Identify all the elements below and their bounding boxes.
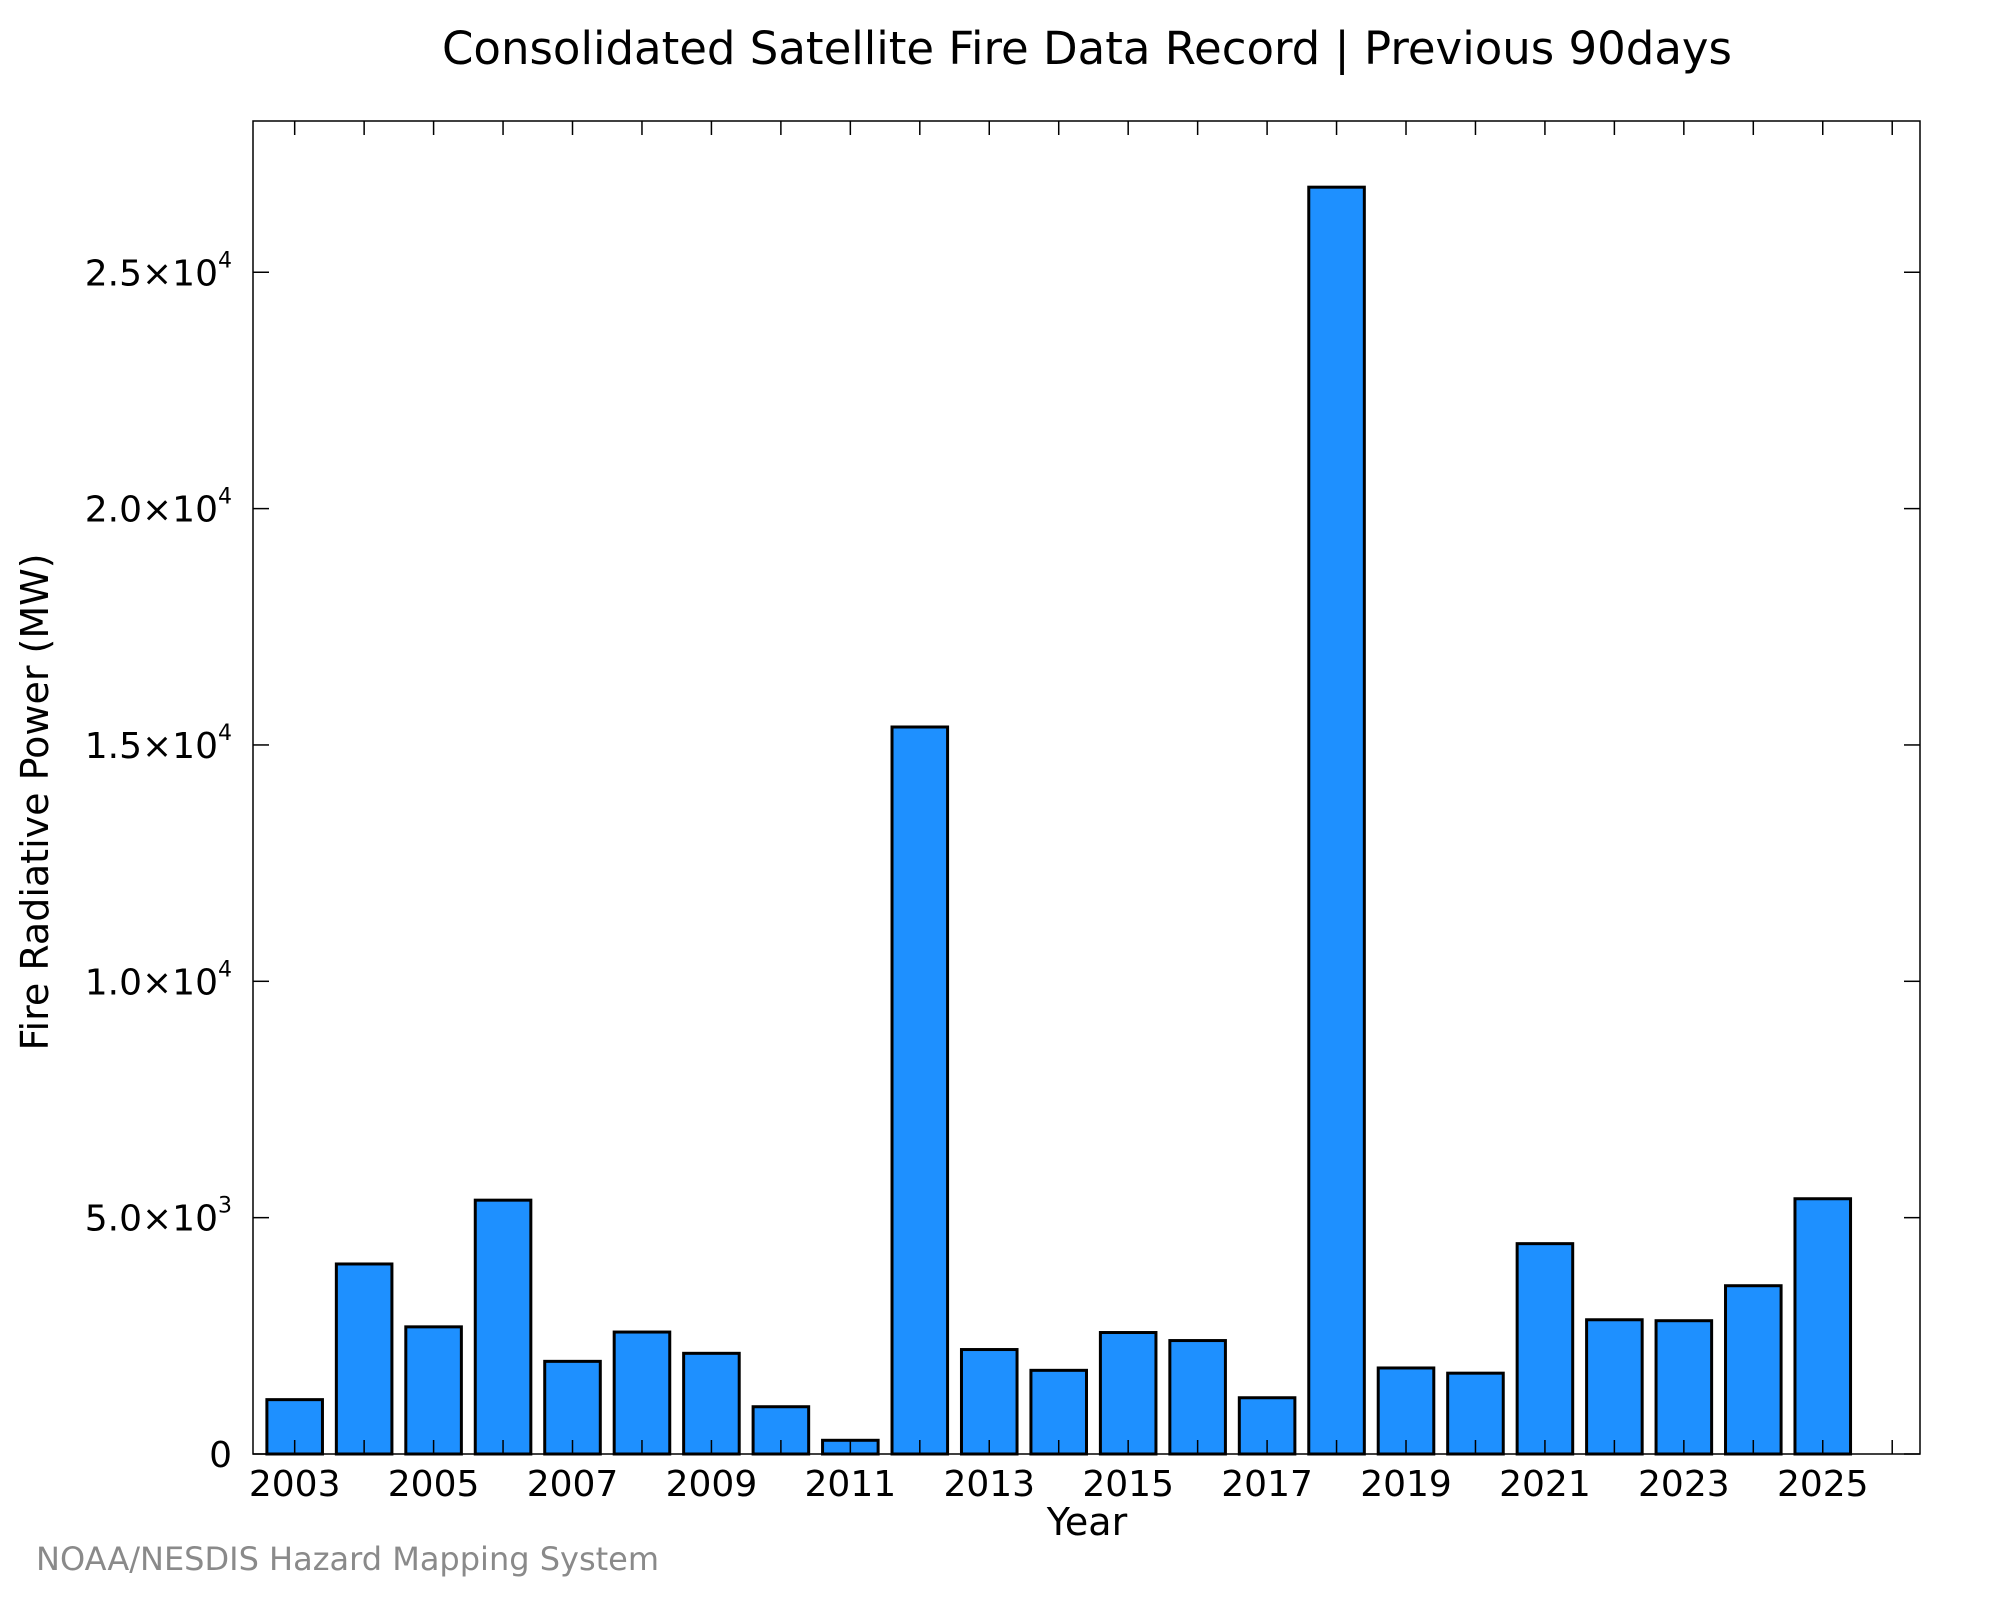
y-tick-label-10000: 1.0×104 xyxy=(85,957,232,1003)
bar-2021 xyxy=(1515,1242,1575,1456)
x-tick-labels: 2003 2005 2007 2009 2011 2013 2015 2017 2019 2021… xyxy=(249,1464,1869,1505)
x-tick-label-2019: 2019 xyxy=(1360,1464,1452,1505)
bar-2016 xyxy=(1168,1339,1227,1456)
x-axis-label: Year xyxy=(1046,1500,1128,1544)
bar-2013 xyxy=(959,1348,1019,1456)
bar-2023 xyxy=(1654,1319,1714,1456)
bar-2009 xyxy=(682,1351,741,1456)
y-tick-label-20000: 2.0×104 xyxy=(85,485,232,531)
bar-2018 xyxy=(1307,185,1366,1456)
y-tick-label-25000: 2.5×104 xyxy=(85,248,232,294)
x-tick-label-2017: 2017 xyxy=(1221,1464,1313,1505)
source-credit: NOAA/NESDIS Hazard Mapping System xyxy=(36,1540,660,1578)
bar-2004 xyxy=(334,1262,394,1456)
y-tick-label-15000: 1.5×104 xyxy=(85,721,232,767)
y-axis-label: Fire Radiative Power (MW) xyxy=(13,553,57,1050)
bar-2025 xyxy=(1793,1197,1853,1456)
bar-2006 xyxy=(473,1198,533,1456)
x-tick-label-2013: 2013 xyxy=(943,1464,1035,1505)
bar-2024 xyxy=(1724,1284,1783,1456)
chart-title: Consolidated Satellite Fire Data Record … xyxy=(442,22,1732,75)
y-tick-label-0: 0 xyxy=(209,1435,232,1476)
bar-2005 xyxy=(404,1325,463,1456)
bar-2022 xyxy=(1585,1318,1644,1456)
ticks-group xyxy=(253,121,1920,1455)
x-tick-label-2025: 2025 xyxy=(1777,1464,1869,1505)
x-tick-label-2003: 2003 xyxy=(249,1464,341,1505)
x-tick-label-2009: 2009 xyxy=(666,1464,758,1505)
plot-frame xyxy=(252,120,1921,1455)
y-tick-label-5000: 5.0×103 xyxy=(85,1194,232,1240)
bar-2008 xyxy=(612,1330,672,1456)
bar-2012 xyxy=(890,725,950,1456)
bar-2015 xyxy=(1098,1331,1158,1456)
x-tick-label-2007: 2007 xyxy=(527,1464,619,1505)
x-tick-label-2021: 2021 xyxy=(1499,1464,1591,1505)
x-tick-label-2023: 2023 xyxy=(1638,1464,1730,1505)
y-tick-labels: 0 5.0×103 1.0×104 1.5×104 2.0×104 2.5×104 xyxy=(85,248,232,1476)
bars-group xyxy=(265,185,1853,1456)
x-tick-label-2015: 2015 xyxy=(1082,1464,1174,1505)
x-tick-label-2011: 2011 xyxy=(805,1464,897,1505)
x-tick-label-2005: 2005 xyxy=(388,1464,480,1505)
